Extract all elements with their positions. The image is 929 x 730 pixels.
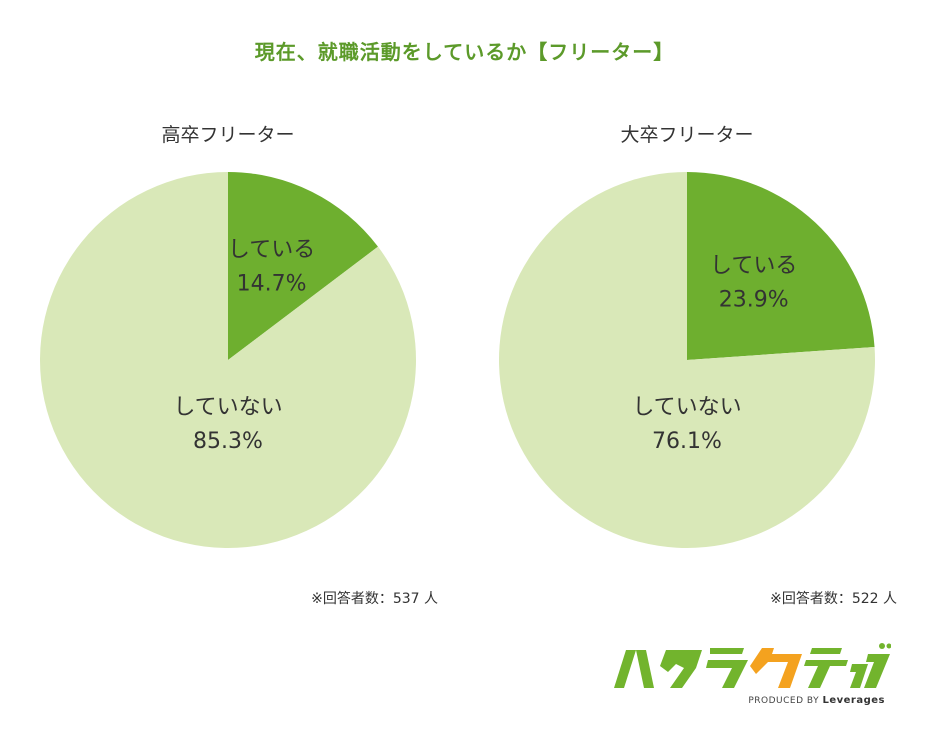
slice-category-label: していない [173, 395, 282, 420]
logo-produced-by-text: PRODUCED BY [748, 696, 820, 706]
logo-company-name: Leverages [822, 695, 885, 706]
slice-value-label: 85.3% [193, 429, 263, 454]
slice-value-label: 23.9% [719, 288, 789, 313]
slice-category-label: している [710, 254, 797, 279]
slice-category-label: している [228, 237, 315, 262]
chart-title-high-school: 高卒フリーター [161, 124, 295, 146]
slice-value-label: 14.7% [237, 271, 307, 296]
hataractive-logo-mark [614, 643, 891, 688]
pie-slice-inactive [499, 172, 875, 549]
pie-slice-active [228, 172, 378, 360]
pie-svg-high-school: している 14.7% していない 85.3% [40, 172, 417, 548]
pie-svg-university: している 23.9% していない 76.1% [499, 172, 875, 549]
respondent-note-high-school: ※回答者数：537 人 [311, 591, 438, 607]
pie-slice-inactive [40, 172, 417, 548]
pie-chart-high-school: 高卒フリーター している 14.7% していない 85.3% ※回答者数：537 人 [18, 115, 438, 615]
chart-main-title: 現在、就職活動をしているか【フリーター】 [254, 40, 675, 64]
pie-slice-active [687, 172, 875, 360]
pie-chart-university: 大卒フリーター している 23.9% していない 76.1% ※回答者数：522 人 [477, 115, 897, 615]
slice-category-label: していない [632, 395, 741, 420]
logo-produced-by: PRODUCED BY Leverages [748, 695, 885, 706]
slice-value-label: 76.1% [652, 429, 722, 454]
chart-title-university: 大卒フリーター [620, 124, 754, 146]
respondent-note-university: ※回答者数：522 人 [770, 591, 897, 607]
hataractive-logo: PRODUCED BY Leverages [606, 640, 891, 715]
